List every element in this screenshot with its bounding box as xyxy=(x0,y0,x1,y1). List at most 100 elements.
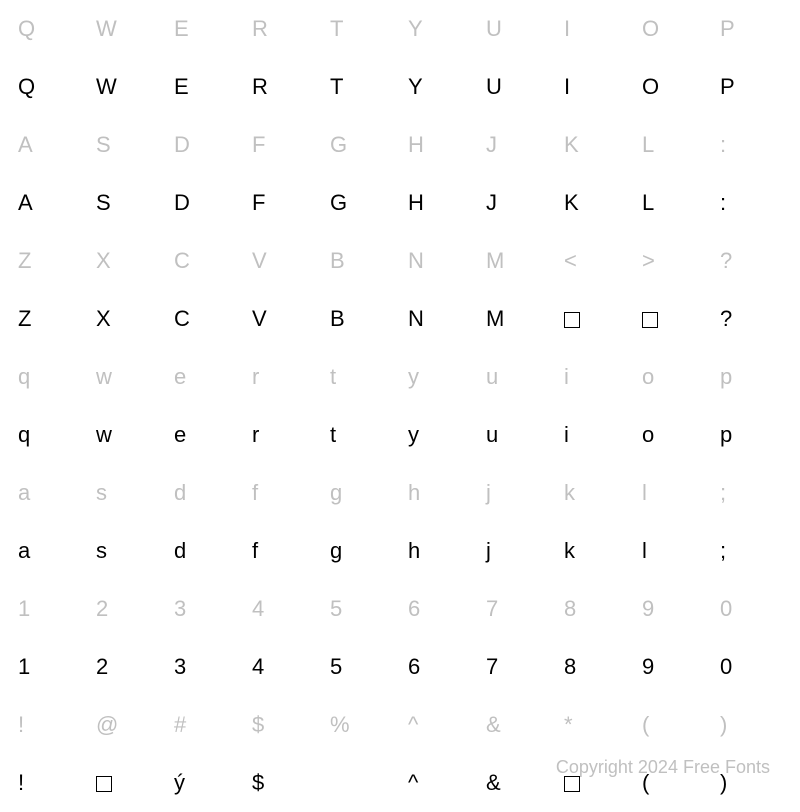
glyph-cell: 6 xyxy=(400,654,478,680)
missing-glyph-icon xyxy=(564,776,580,792)
glyph-cell: H xyxy=(400,132,478,158)
glyph-cell: ; xyxy=(712,480,790,506)
missing-glyph-icon xyxy=(642,312,658,328)
reference-row: !@#$%^&*() xyxy=(10,696,790,754)
glyph-cell: w xyxy=(88,422,166,448)
glyph-cell: W xyxy=(88,16,166,42)
glyph-cell: i xyxy=(556,364,634,390)
glyph-cell: s xyxy=(88,538,166,564)
glyph-cell: Z xyxy=(10,306,88,332)
glyph-cell: P xyxy=(712,16,790,42)
glyph-cell: w xyxy=(88,364,166,390)
glyph-cell: K xyxy=(556,132,634,158)
glyph-cell xyxy=(634,306,712,332)
glyph-cell: B xyxy=(322,248,400,274)
glyph-cell: 5 xyxy=(322,596,400,622)
glyph-cell: 9 xyxy=(634,654,712,680)
glyph-cell: ^ xyxy=(400,770,478,796)
glyph-cell: $ xyxy=(244,712,322,738)
glyph-cell: M xyxy=(478,306,556,332)
glyph-cell: J xyxy=(478,132,556,158)
character-map-grid: QWERTYUIOPQWERTYUIOPASDFGHJKL:ASDFGHJKL:… xyxy=(0,0,800,812)
glyph-cell: N xyxy=(400,306,478,332)
glyph-cell: ? xyxy=(712,306,790,332)
glyph-cell: 6 xyxy=(400,596,478,622)
glyph-cell: E xyxy=(166,16,244,42)
glyph-cell: Z xyxy=(10,248,88,274)
glyph-cell: ý xyxy=(166,770,244,796)
glyph-cell: q xyxy=(10,364,88,390)
glyph-cell: Q xyxy=(10,16,88,42)
glyph-cell: a xyxy=(10,538,88,564)
glyph-cell: Y xyxy=(400,16,478,42)
glyph-cell: f xyxy=(244,538,322,564)
reference-row: 1234567890 xyxy=(10,580,790,638)
glyph-cell: B xyxy=(322,306,400,332)
glyph-cell: 4 xyxy=(244,654,322,680)
glyph-cell: > xyxy=(634,248,712,274)
glyph-cell: q xyxy=(10,422,88,448)
glyph-cell: # xyxy=(166,712,244,738)
glyph-cell: D xyxy=(166,190,244,216)
glyph-cell: : xyxy=(712,132,790,158)
glyph-cell: ( xyxy=(634,712,712,738)
glyph-cell: I xyxy=(556,16,634,42)
glyph-cell: 7 xyxy=(478,654,556,680)
glyph-cell: U xyxy=(478,16,556,42)
glyph-cell: H xyxy=(400,190,478,216)
reference-row: qwertyuiop xyxy=(10,348,790,406)
glyph-cell: A xyxy=(10,190,88,216)
specimen-row: ASDFGHJKL: xyxy=(10,174,790,232)
glyph-cell: T xyxy=(322,16,400,42)
glyph-cell: & xyxy=(478,712,556,738)
glyph-cell: o xyxy=(634,364,712,390)
glyph-cell: $ xyxy=(244,770,322,796)
glyph-cell: N xyxy=(400,248,478,274)
glyph-cell: X xyxy=(88,248,166,274)
glyph-cell: C xyxy=(166,306,244,332)
glyph-cell: Q xyxy=(10,74,88,100)
glyph-cell: R xyxy=(244,16,322,42)
glyph-cell: J xyxy=(478,190,556,216)
glyph-cell: X xyxy=(88,306,166,332)
glyph-cell: y xyxy=(400,364,478,390)
glyph-cell: 0 xyxy=(712,654,790,680)
glyph-cell: j xyxy=(478,538,556,564)
glyph-cell: ; xyxy=(712,538,790,564)
glyph-cell: u xyxy=(478,422,556,448)
glyph-cell: 9 xyxy=(634,596,712,622)
glyph-cell: 5 xyxy=(322,654,400,680)
glyph-cell: y xyxy=(400,422,478,448)
glyph-cell: l xyxy=(634,538,712,564)
glyph-cell: 4 xyxy=(244,596,322,622)
glyph-cell: d xyxy=(166,480,244,506)
specimen-row: asdfghjkl; xyxy=(10,522,790,580)
glyph-cell: g xyxy=(322,480,400,506)
glyph-cell: W xyxy=(88,74,166,100)
glyph-cell: L xyxy=(634,190,712,216)
glyph-cell: S xyxy=(88,132,166,158)
glyph-cell: L xyxy=(634,132,712,158)
glyph-cell: p xyxy=(712,422,790,448)
glyph-cell: O xyxy=(634,74,712,100)
glyph-cell: h xyxy=(400,538,478,564)
glyph-cell: Y xyxy=(400,74,478,100)
glyph-cell: e xyxy=(166,364,244,390)
glyph-cell: p xyxy=(712,364,790,390)
glyph-cell: V xyxy=(244,248,322,274)
glyph-cell: 3 xyxy=(166,654,244,680)
glyph-cell: 8 xyxy=(556,654,634,680)
specimen-row: QWERTYUIOP xyxy=(10,58,790,116)
glyph-cell: t xyxy=(322,422,400,448)
glyph-cell: A xyxy=(10,132,88,158)
glyph-cell: C xyxy=(166,248,244,274)
glyph-cell: F xyxy=(244,190,322,216)
glyph-cell: e xyxy=(166,422,244,448)
glyph-cell: d xyxy=(166,538,244,564)
glyph-cell: a xyxy=(10,480,88,506)
glyph-cell: g xyxy=(322,538,400,564)
glyph-cell: : xyxy=(712,190,790,216)
glyph-cell: 3 xyxy=(166,596,244,622)
reference-row: asdfghjkl; xyxy=(10,464,790,522)
glyph-cell: O xyxy=(634,16,712,42)
